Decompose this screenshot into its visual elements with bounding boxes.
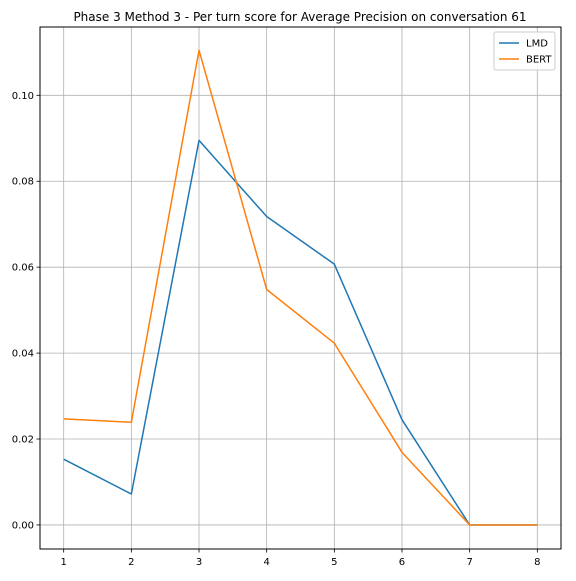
x-tick-label: 2 — [128, 557, 134, 568]
y-tick-label: 0.06 — [12, 263, 34, 274]
legend-label: LMD — [526, 39, 548, 50]
grid-lines — [40, 27, 561, 549]
x-tick-label: 1 — [60, 557, 66, 568]
x-tick-label: 3 — [196, 557, 202, 568]
plot-area-frame — [39, 26, 562, 550]
legend: LMD BERT — [493, 31, 556, 71]
x-tick-label: 5 — [331, 557, 337, 568]
y-tick-label: 0.02 — [12, 435, 34, 446]
y-tick-label: 0.10 — [12, 91, 34, 102]
series-lines — [63, 49, 538, 526]
series-line-bert — [63, 49, 538, 526]
legend-label: BERT — [526, 55, 552, 66]
x-tick-label: 7 — [466, 557, 472, 568]
x-tick-label: 4 — [263, 557, 269, 568]
axis-ticks: 1 2 3 4 5 6 7 8 0.00 0.02 0.04 0.06 0.08 0.10 — [12, 91, 541, 568]
y-tick-label: 0.04 — [12, 349, 34, 360]
x-tick-label: 8 — [534, 557, 540, 568]
y-tick-label: 0.08 — [12, 177, 34, 188]
y-tick-label: 0.00 — [12, 520, 34, 531]
x-tick-label: 6 — [399, 557, 405, 568]
chart-title: Phase 3 Method 3 - Per turn score for Av… — [73, 10, 526, 24]
series-line-lmd — [63, 139, 538, 526]
legend-box — [493, 31, 556, 71]
